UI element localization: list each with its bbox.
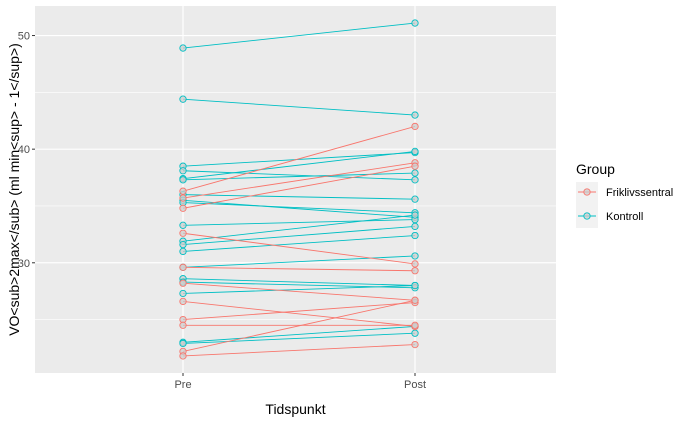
x-tick-label: Pre	[174, 379, 191, 391]
legend-key-point	[583, 188, 591, 196]
series-line	[182, 202, 416, 214]
subject-lines	[182, 22, 416, 357]
data-point	[179, 194, 187, 202]
series-line	[182, 170, 416, 181]
series-line	[182, 299, 416, 352]
series-line	[182, 285, 416, 294]
data-point	[179, 339, 187, 348]
data-point	[179, 204, 187, 212]
data-point	[179, 279, 187, 287]
data-point	[179, 167, 187, 175]
series-line	[182, 278, 416, 286]
data-point	[179, 229, 187, 237]
series-line	[182, 150, 416, 180]
series-line	[182, 282, 416, 301]
minor-gridlines	[35, 92, 556, 320]
series-line	[182, 172, 416, 181]
series-line	[182, 194, 416, 200]
y-tick-label: 30	[18, 258, 30, 270]
series-line	[182, 332, 416, 344]
data-point	[179, 221, 187, 229]
data-point	[179, 263, 187, 271]
data-point	[411, 211, 419, 219]
legend-title: Group	[576, 161, 615, 177]
series-line	[182, 225, 416, 246]
x-axis-title: Tidspunkt	[265, 401, 325, 417]
data-point	[411, 222, 419, 231]
series-line	[182, 165, 416, 209]
data-point	[179, 297, 187, 306]
data-points	[179, 19, 419, 360]
data-point	[411, 169, 419, 177]
x-tick-label: Post	[404, 379, 426, 391]
legend-key-background	[576, 182, 598, 228]
series-line	[182, 98, 416, 116]
legend: Group Friklivssentral Kontroll	[576, 161, 673, 228]
data-point	[179, 44, 187, 52]
series-line	[182, 232, 416, 265]
series-line	[182, 219, 416, 226]
series-line	[182, 22, 416, 49]
data-point	[411, 260, 419, 268]
legend-keys	[578, 188, 596, 220]
legend-label-kontroll: Kontroll	[606, 211, 643, 223]
y-axis-title: VO<sub>2max</sub> (ml min<sup> - 1</sup>…	[6, 43, 22, 336]
data-point	[411, 111, 419, 119]
data-point	[179, 321, 187, 329]
series-line	[182, 126, 416, 192]
data-point	[179, 247, 187, 256]
series-line	[182, 152, 416, 167]
data-point	[179, 240, 187, 249]
legend-key-point	[583, 212, 591, 220]
series-line	[182, 302, 416, 321]
data-point	[411, 281, 419, 290]
y-tick-label: 40	[18, 144, 30, 156]
series-line	[182, 235, 416, 252]
series-line	[182, 255, 416, 268]
data-point	[411, 296, 419, 304]
data-point	[179, 187, 187, 195]
data-point	[411, 147, 419, 156]
series-line	[182, 266, 416, 272]
data-point	[179, 95, 187, 103]
data-point	[411, 162, 419, 170]
data-point	[411, 252, 419, 260]
series-line	[182, 325, 416, 343]
series-line	[182, 199, 416, 218]
data-point	[411, 321, 419, 329]
data-point	[411, 19, 419, 27]
data-point	[411, 195, 419, 203]
data-point	[411, 267, 419, 275]
x-axis-ticks: Pre Post	[174, 373, 426, 391]
legend-label-friklivssentral: Friklivssentral	[606, 187, 673, 199]
y-axis-ticks: 30 40 50	[18, 31, 35, 270]
series-line	[182, 300, 416, 327]
data-point	[179, 289, 187, 298]
series-line	[182, 344, 416, 357]
data-point	[179, 176, 187, 184]
data-point	[411, 231, 419, 240]
series-line	[182, 162, 416, 199]
data-point	[179, 352, 187, 360]
data-point	[411, 340, 419, 349]
y-tick-label: 50	[18, 31, 30, 43]
data-point	[411, 329, 419, 337]
data-point	[411, 176, 419, 184]
panel-background	[35, 6, 556, 373]
series-line	[182, 214, 416, 242]
data-point	[411, 122, 419, 131]
